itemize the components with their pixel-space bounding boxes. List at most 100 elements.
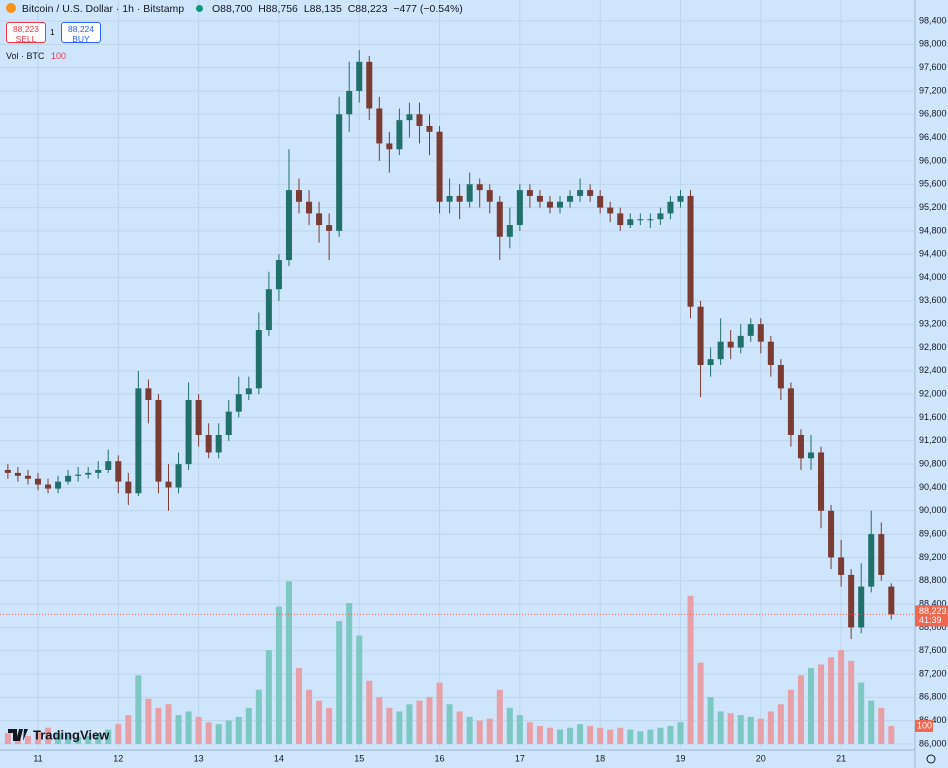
candle-body — [536, 195, 543, 202]
volume-bar — [426, 697, 433, 744]
y-tick-label: 98,400 — [919, 15, 947, 25]
volume-bar — [848, 660, 855, 744]
volume-bar — [737, 715, 744, 744]
y-tick-label: 93,600 — [919, 295, 947, 305]
y-tick-label: 94,000 — [919, 272, 947, 282]
volume-bar — [285, 581, 292, 744]
y-tick-label: 90,800 — [919, 459, 947, 469]
volume-bar — [697, 662, 704, 744]
volume-bar — [687, 595, 694, 744]
candle-body — [526, 190, 533, 196]
volume-bar — [597, 727, 604, 744]
volume-bar — [225, 720, 232, 744]
x-tick-label: 14 — [274, 753, 284, 763]
buy-button[interactable]: 88,224 BUY — [61, 22, 101, 44]
volume-bar — [65, 734, 72, 744]
volume-bar — [406, 704, 413, 744]
volume-bar — [536, 725, 543, 744]
volume-bar — [807, 668, 815, 744]
candle-body — [386, 143, 393, 150]
volume-bar — [617, 727, 624, 744]
y-tick-label: 94,400 — [919, 249, 947, 259]
candle-body — [466, 184, 473, 202]
axes: 86,00086,40086,80087,20087,60088,00088,4… — [0, 15, 948, 763]
volume-bar — [165, 704, 172, 744]
y-tick-label: 96,800 — [919, 109, 947, 119]
candle-body — [587, 190, 594, 196]
volume-bar — [667, 725, 674, 744]
candle-body — [647, 219, 654, 221]
candle-body — [818, 452, 825, 511]
x-tick-label: 16 — [435, 753, 445, 763]
candle-body — [24, 475, 31, 479]
sell-label: SELL — [15, 34, 37, 44]
y-tick-label: 93,200 — [919, 319, 947, 329]
status-dot — [196, 5, 204, 12]
candle-body — [4, 469, 11, 473]
volume-bar — [476, 720, 483, 744]
ohlc-close: C88,223 — [347, 3, 388, 15]
y-tick-label: 95,200 — [919, 202, 947, 212]
volume-bar — [4, 733, 11, 744]
volume-bar — [125, 715, 132, 744]
volume-bar — [777, 704, 784, 744]
volume-bar — [376, 697, 383, 744]
candle-body — [657, 213, 664, 220]
candle-body — [727, 341, 734, 348]
candle-body — [506, 225, 513, 237]
volume-bar — [295, 668, 303, 744]
sell-button[interactable]: 88,223 SELL — [6, 22, 46, 44]
y-tick-label: 92,000 — [919, 389, 947, 399]
candle-body — [677, 195, 684, 202]
candle-body — [888, 586, 895, 615]
candle-body — [285, 190, 292, 261]
volume-bar — [436, 682, 443, 744]
volume-bar — [787, 689, 794, 744]
candle-body — [858, 586, 865, 628]
candle-body — [807, 452, 815, 459]
volume-bar — [175, 715, 182, 744]
countdown: 41:39 — [919, 615, 942, 625]
candle-body — [135, 388, 142, 494]
volume-name: Vol · BTC — [6, 51, 45, 61]
candle-body — [235, 394, 242, 412]
volume-bar — [45, 727, 52, 744]
x-tick-label: 11 — [33, 753, 42, 763]
volume-bar — [858, 682, 865, 744]
candle-body — [607, 207, 614, 214]
buy-price: 88,224 — [68, 24, 94, 34]
volume-bar — [727, 713, 734, 744]
volume-bar — [707, 697, 714, 744]
ohlc-low: L88,135 — [303, 3, 342, 15]
x-tick-label: 18 — [595, 753, 605, 763]
symbol: Bitcoin / U.S. Dollar · 1h · Bitstamp — [21, 3, 185, 15]
candle-body — [65, 475, 72, 482]
logo-mark — [8, 729, 28, 741]
candle-body — [486, 190, 493, 202]
candle-body — [567, 195, 574, 202]
y-tick-label: 88,000 — [919, 622, 947, 632]
volume-bar — [567, 727, 574, 744]
candle-body — [416, 114, 423, 126]
volume-bar — [366, 680, 373, 744]
candle-body — [85, 472, 92, 475]
candle-body — [627, 219, 634, 226]
candle-body — [848, 574, 855, 628]
volume-bar — [647, 729, 654, 744]
volume-bar — [135, 675, 142, 744]
settings-icon[interactable] — [926, 754, 936, 764]
volume-bar — [888, 725, 895, 744]
candle-body — [376, 108, 383, 144]
candle-body — [787, 388, 794, 435]
candle-body — [205, 434, 212, 453]
candles — [4, 50, 895, 640]
volume-bar — [506, 707, 513, 744]
candle-body — [255, 330, 262, 389]
candle-body — [496, 201, 503, 237]
x-tick-label: 12 — [113, 753, 123, 763]
volume-bar — [828, 657, 835, 744]
candle-body — [757, 324, 764, 342]
plot-area — [0, 0, 915, 750]
